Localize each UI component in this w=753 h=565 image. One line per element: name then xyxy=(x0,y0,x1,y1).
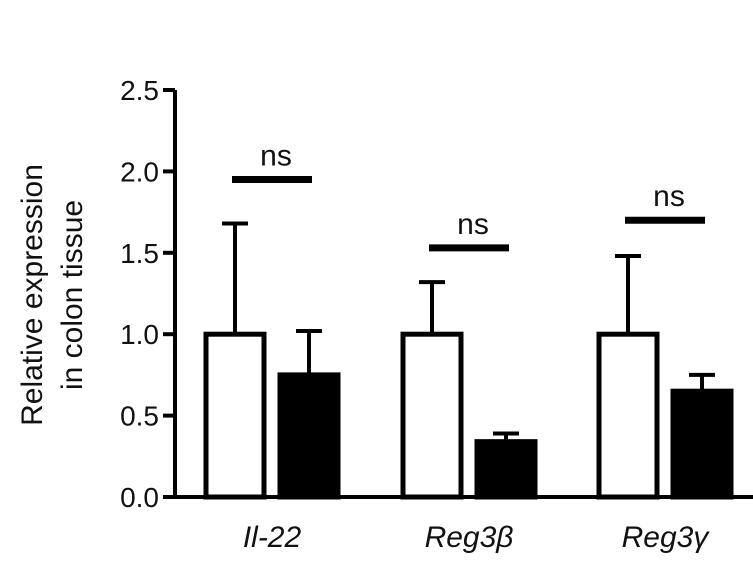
significance-label: ns xyxy=(653,180,685,213)
x-tick-label: Reg3γ xyxy=(622,521,711,554)
significance-markers: ns ns ns xyxy=(232,140,705,252)
y-tick-label: 2.5 xyxy=(120,75,159,106)
x-tick-label: Reg3β xyxy=(425,521,514,554)
bar-control xyxy=(596,331,660,500)
y-tick-label: 0.0 xyxy=(120,482,159,513)
significance-label: ns xyxy=(457,208,489,241)
error-bars xyxy=(222,221,715,442)
y-ticks: 0.0 0.5 1.0 1.5 2.0 2.5 xyxy=(120,75,175,513)
y-axis-label-line-2: in colon tissue xyxy=(56,200,89,390)
x-tick-label: Il-22 xyxy=(243,521,302,554)
y-tick-label: 1.5 xyxy=(120,238,159,269)
y-tick-label: 2.0 xyxy=(120,156,159,187)
y-tick-label: 0.5 xyxy=(120,401,159,432)
significance-label: ns xyxy=(260,140,292,173)
y-axis-label: Relative expression in colon tissue xyxy=(16,164,89,426)
bar-treated xyxy=(474,439,538,500)
bars xyxy=(203,331,734,500)
x-tick-labels: Il-22 Reg3β Reg3γ xyxy=(243,521,711,554)
bar-control xyxy=(203,331,267,500)
bar-treated xyxy=(277,372,341,500)
y-axis-label-line-1: Relative expression xyxy=(16,164,49,426)
bar-control xyxy=(400,331,464,500)
bar-treated xyxy=(670,388,734,500)
y-tick-label: 1.0 xyxy=(120,319,159,350)
